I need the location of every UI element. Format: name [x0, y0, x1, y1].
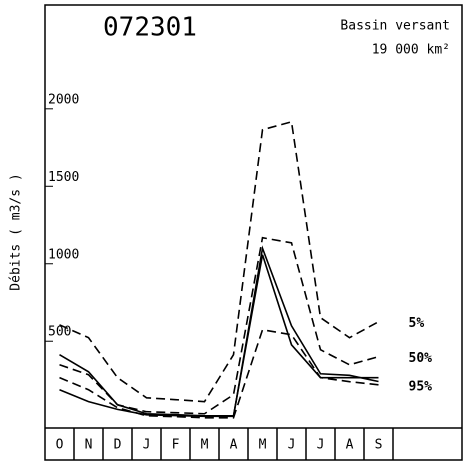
y-tick-label: 2000 — [48, 92, 79, 107]
series-label: 50% — [409, 351, 433, 366]
series-line — [59, 120, 379, 403]
x-tick-label: J — [288, 438, 296, 453]
series-line — [59, 254, 379, 417]
series-line — [59, 236, 379, 415]
y-tick-label: 500 — [48, 325, 71, 340]
x-tick-label: F — [172, 438, 180, 453]
y-tick-label: 1000 — [48, 247, 79, 262]
x-tick-label: M — [201, 438, 209, 453]
frame — [44, 4, 463, 461]
subtitle: 19 000 km² — [372, 43, 450, 58]
x-tick-label: N — [85, 438, 93, 453]
chart-title: 072301 — [103, 13, 197, 43]
x-tick-label: J — [317, 438, 325, 453]
series-line — [59, 245, 379, 418]
x-tick-label: S — [375, 438, 383, 453]
series-label: 5% — [409, 316, 425, 331]
x-tick-label: O — [56, 438, 64, 453]
x-tick-label: J — [143, 438, 151, 453]
x-tick-label: M — [259, 438, 267, 453]
series-label: 95% — [409, 379, 433, 394]
y-tick-label: 1500 — [48, 170, 79, 185]
x-tick-label: A — [346, 438, 354, 453]
series-line — [59, 328, 379, 419]
x-tick-label: D — [114, 438, 122, 453]
subtitle: Bassin versant — [340, 19, 450, 34]
y-axis-label: Débits ( m3/s ) — [9, 173, 24, 290]
x-tick-label: A — [230, 438, 238, 453]
